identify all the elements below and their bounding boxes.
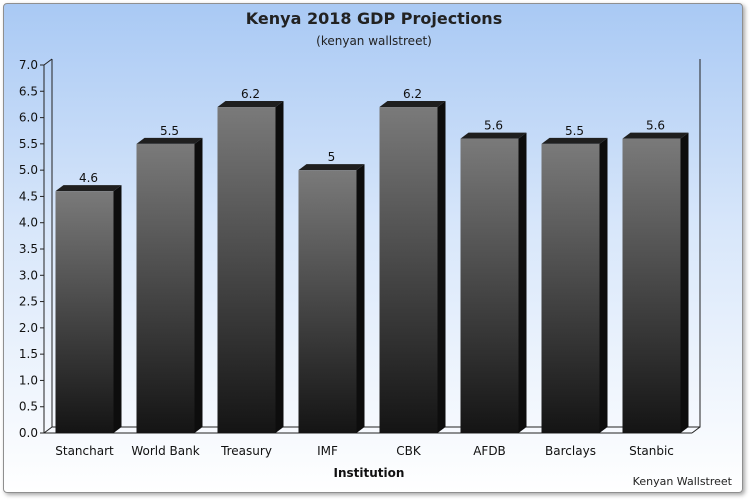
bar-side: [680, 132, 689, 433]
bar-side: [113, 185, 122, 433]
bar-side: [599, 137, 608, 433]
bar-top: [136, 137, 203, 144]
data-label: 5.5: [565, 124, 584, 138]
bar: [55, 191, 114, 433]
y-tick-label: 5.0: [19, 163, 38, 177]
bar-side: [356, 164, 365, 433]
y-tick-label: 3.5: [19, 242, 38, 256]
bar-group: 5: [298, 150, 365, 433]
bar-top: [460, 132, 527, 139]
x-tick-label: AFDB: [473, 444, 506, 458]
bar-group: 6.2: [217, 87, 284, 434]
y-tick-label: 3.0: [19, 268, 38, 282]
bar: [298, 170, 357, 433]
data-label: 6.2: [403, 87, 422, 101]
bar-group: 4.6: [55, 171, 122, 433]
bar-top: [541, 137, 608, 144]
x-tick-label: IMF: [317, 444, 338, 458]
data-label: 5.5: [160, 124, 179, 138]
data-label: 5.6: [484, 119, 503, 133]
x-tick-label: World Bank: [131, 444, 199, 458]
y-tick-label: 2.5: [19, 295, 38, 309]
bar-group: 5.6: [622, 119, 689, 433]
bars: 4.6 5.5 6.2 5 6.2 5.6 5.5 5.6: [55, 87, 689, 434]
chart-title: Kenya 2018 GDP Projections: [246, 9, 502, 28]
bar-group: 6.2: [379, 87, 446, 434]
x-axis: Stanchart World Bank Treasury IMF CBK AFDB Bar…: [55, 444, 674, 458]
axis-back-line: [51, 59, 701, 428]
bar: [541, 143, 600, 433]
bar-side: [437, 101, 446, 434]
x-tick-label: Barclays: [545, 444, 596, 458]
bar-side: [518, 132, 527, 433]
axis-depth-line: [691, 426, 701, 434]
bar: [622, 138, 681, 433]
bar: [460, 138, 519, 433]
bar-group: 5.5: [541, 124, 608, 433]
data-label: 6.2: [241, 87, 260, 101]
bar: [136, 143, 195, 433]
bar: [379, 107, 438, 434]
data-label: 5: [328, 150, 336, 164]
y-tick-label: 7.0: [19, 58, 38, 72]
x-tick-label: Stanbic: [629, 444, 674, 458]
x-axis-title: Institution: [334, 466, 405, 480]
y-tick-label: 5.5: [19, 137, 38, 151]
chart-svg: Kenya 2018 GDP Projections (kenyan walls…: [19, 9, 733, 488]
y-tick-label: 6.5: [19, 84, 38, 98]
data-label: 5.6: [646, 119, 665, 133]
bar-group: 5.5: [136, 124, 203, 433]
bar-top: [298, 164, 365, 171]
bar-side: [275, 101, 284, 434]
y-tick-label: 0.0: [19, 426, 38, 440]
axis-depth-line: [43, 426, 53, 434]
bar-side: [194, 137, 203, 433]
bar-top: [217, 101, 284, 108]
bar-top: [55, 185, 122, 192]
axis-depth-line: [43, 58, 53, 66]
y-tick-label: 6.0: [19, 111, 38, 125]
chart-subtitle: (kenyan wallstreet): [316, 34, 432, 48]
y-tick-label: 2.0: [19, 321, 38, 335]
x-tick-label: Treasury: [220, 444, 272, 458]
y-tick-label: 1.0: [19, 373, 38, 387]
x-tick-label: CBK: [396, 444, 422, 458]
y-tick-label: 4.5: [19, 189, 38, 203]
bar-group: 5.6: [460, 119, 527, 433]
y-tick-label: 4.0: [19, 216, 38, 230]
bar-top: [379, 101, 446, 108]
bar-top: [622, 132, 689, 139]
y-tick-label: 1.5: [19, 347, 38, 361]
credit-text: Kenyan Wallstreet: [633, 475, 733, 488]
y-axis: 0.0 0.5 1.0 1.5 2.0 2.5 3.0 3.5 4.0 4.5 5.0 5.5 6.0 6…: [19, 58, 44, 440]
y-tick-label: 0.5: [19, 400, 38, 414]
data-label: 4.6: [79, 171, 98, 185]
bar: [217, 107, 276, 434]
chart-frame: Kenya 2018 GDP Projections (kenyan walls…: [3, 3, 743, 493]
x-tick-label: Stanchart: [55, 444, 114, 458]
